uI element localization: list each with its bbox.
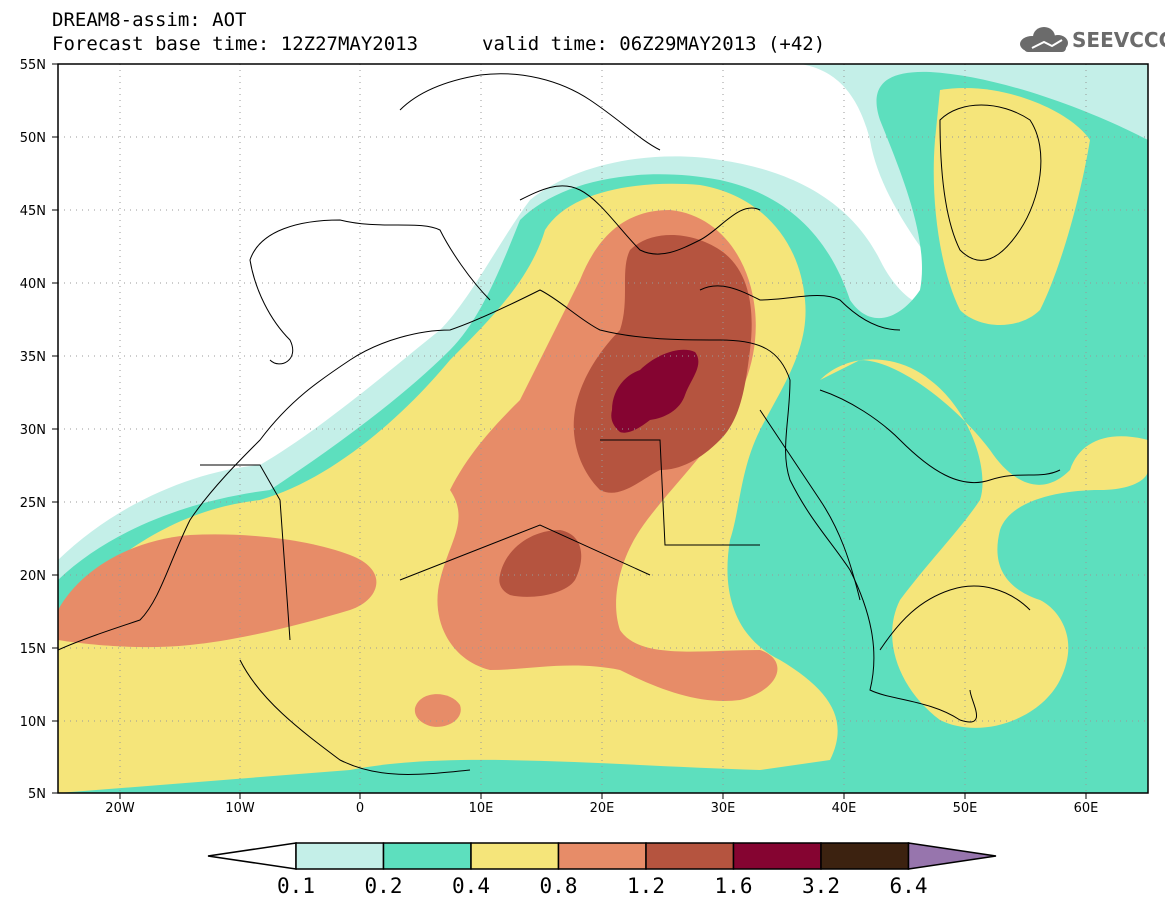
colorbar-swatch <box>557 842 647 870</box>
lon-tick: 10W <box>225 801 255 816</box>
lat-tick: 15N <box>20 642 46 657</box>
contour-0.8-west <box>58 534 377 648</box>
lon-tick-marks <box>119 793 1087 799</box>
lat-tick: 35N <box>20 350 46 365</box>
contour-1.2-south <box>499 530 582 597</box>
colorbar-swatch <box>382 842 472 870</box>
lat-tick: 45N <box>20 204 46 219</box>
lon-tick: 0 <box>356 801 364 816</box>
lat-tick-marks <box>52 63 58 794</box>
forecast-base-time: Forecast base time: 12Z27MAY2013 <box>52 33 419 55</box>
cloud-icon <box>1020 27 1068 52</box>
map-title: DREAM8-assim: AOT <box>52 9 247 31</box>
colorbar-below-arrow <box>207 842 297 870</box>
contour-0.4-arabia <box>820 359 1148 728</box>
colorbar-above-arrow <box>907 842 997 870</box>
coastlines <box>58 73 1061 775</box>
lat-tick: 40N <box>20 277 46 292</box>
lon-tick: 50E <box>953 801 978 816</box>
lon-tick: 60E <box>1074 801 1099 816</box>
colorbar-label: 0.1 <box>277 874 315 898</box>
lon-tick: 10E <box>469 801 494 816</box>
valid-time: valid time: 06Z29MAY2013 (+42) <box>482 33 826 55</box>
colorbar-label: 1.2 <box>627 874 665 898</box>
colorbar-swatch <box>732 842 822 870</box>
colorbar-label: 6.4 <box>890 874 928 898</box>
lon-tick: 20E <box>590 801 615 816</box>
colorbar-label: 0.4 <box>452 874 490 898</box>
colorbar-swatch <box>295 842 385 870</box>
lat-tick: 55N <box>20 58 46 73</box>
contour-1.6 <box>611 349 699 433</box>
lat-axis: 55N 50N 45N 40N 35N 30N 25N 20N 15N 10N … <box>20 58 46 802</box>
colorbar-label: 3.2 <box>802 874 840 898</box>
colorbar-label: 0.2 <box>365 874 403 898</box>
contour-0.8-small <box>414 694 461 727</box>
lon-tick: 40E <box>832 801 857 816</box>
colorbar-labels: 0.1 0.2 0.4 0.8 1.2 1.6 3.2 6.4 <box>277 874 927 898</box>
lat-tick: 50N <box>20 131 46 146</box>
lon-tick: 30E <box>711 801 736 816</box>
colorbar-swatch <box>470 842 560 870</box>
aot-contours <box>58 64 1148 793</box>
lon-tick: 20W <box>105 801 135 816</box>
colorbar <box>207 842 997 870</box>
colorbar-label: 0.8 <box>540 874 578 898</box>
colorbar-swatch <box>820 842 910 870</box>
lat-tick: 5N <box>28 787 46 802</box>
lat-tick: 30N <box>20 423 46 438</box>
lat-tick: 20N <box>20 569 46 584</box>
lat-tick: 10N <box>20 715 46 730</box>
contour-0.4-caspian <box>933 88 1090 325</box>
colorbar-swatch <box>645 842 735 870</box>
lon-axis: 20W 10W 0 10E 20E 30E 40E 50E 60E <box>105 801 1098 816</box>
logo-text: SEEVCCC <box>1072 28 1165 52</box>
lat-tick: 25N <box>20 496 46 511</box>
colorbar-label: 1.6 <box>715 874 753 898</box>
